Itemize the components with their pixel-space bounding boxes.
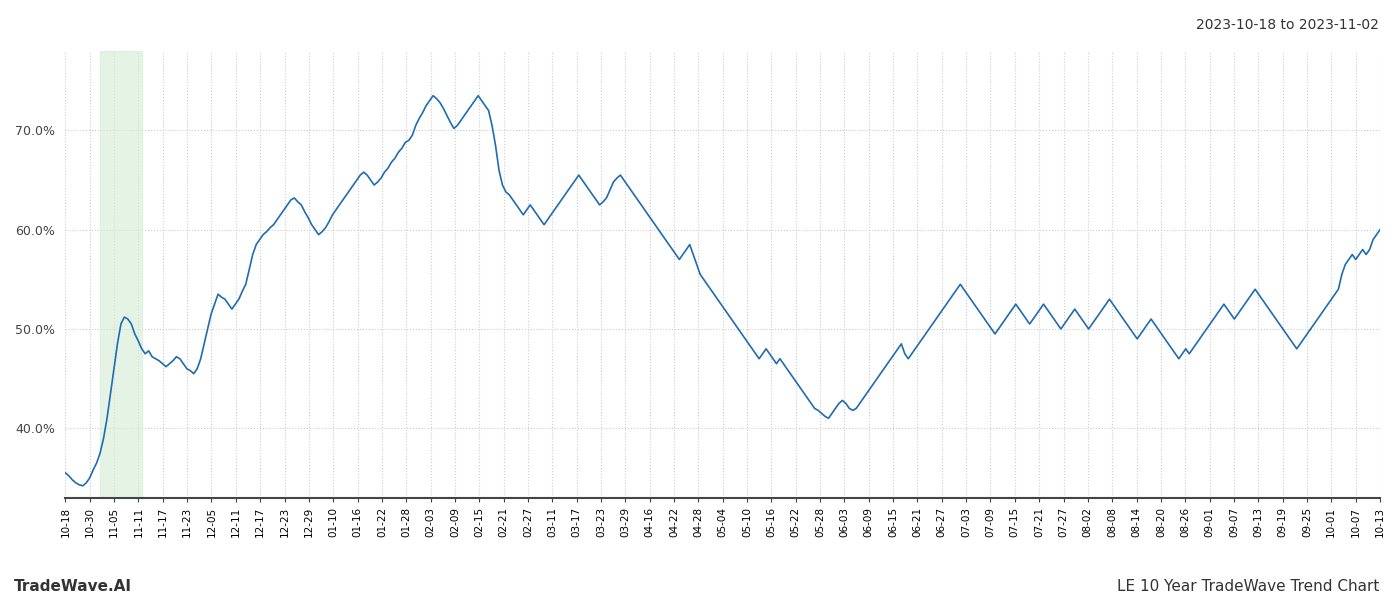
- Bar: [99, 51, 141, 498]
- Text: TradeWave.AI: TradeWave.AI: [14, 579, 132, 594]
- Text: 2023-10-18 to 2023-11-02: 2023-10-18 to 2023-11-02: [1196, 18, 1379, 32]
- Text: LE 10 Year TradeWave Trend Chart: LE 10 Year TradeWave Trend Chart: [1117, 579, 1379, 594]
